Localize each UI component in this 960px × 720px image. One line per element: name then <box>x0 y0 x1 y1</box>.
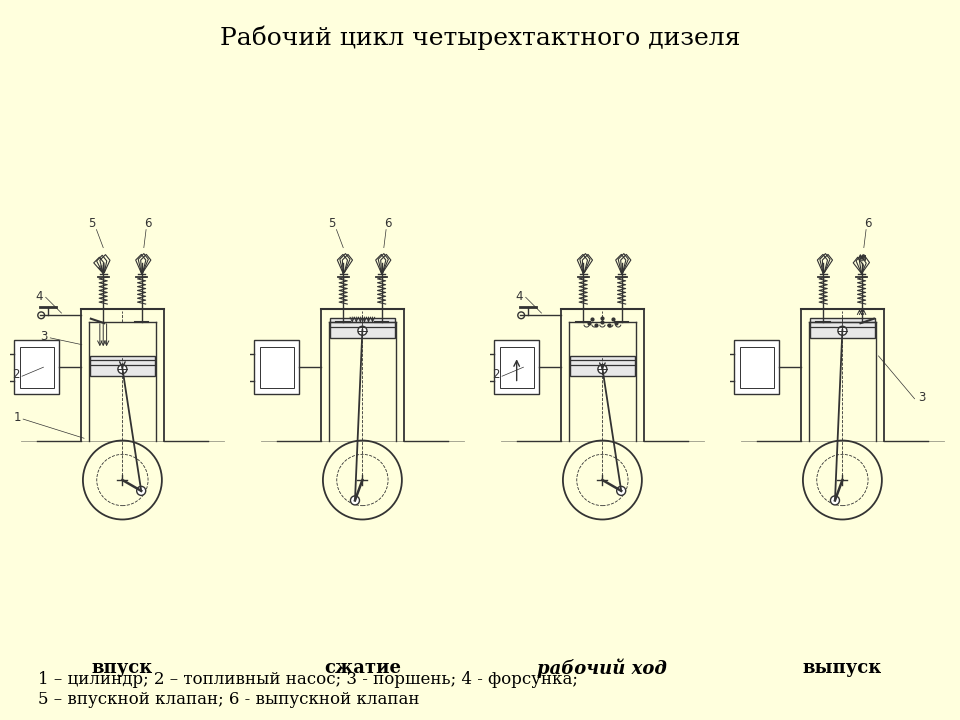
Text: 6: 6 <box>865 217 872 230</box>
Text: 5: 5 <box>88 217 96 230</box>
Bar <box>569 356 636 377</box>
Bar <box>14 340 60 395</box>
Circle shape <box>136 486 146 495</box>
Text: 5: 5 <box>328 217 336 230</box>
Bar <box>329 318 396 338</box>
Bar <box>89 356 156 377</box>
Text: рабочий ход: рабочий ход <box>538 659 667 678</box>
Text: 1: 1 <box>13 411 21 424</box>
Text: впуск: впуск <box>92 659 153 677</box>
Text: 4: 4 <box>36 289 42 302</box>
Text: 4: 4 <box>516 289 522 302</box>
Circle shape <box>350 496 359 505</box>
Circle shape <box>118 364 127 374</box>
Bar <box>809 318 876 338</box>
Bar <box>254 340 300 395</box>
Text: 5 – впускной клапан; 6 - выпускной клапан: 5 – впускной клапан; 6 - выпускной клапа… <box>38 691 420 708</box>
Text: сжатие: сжатие <box>324 659 401 677</box>
Text: 1 – цилиндр; 2 – топливный насос; 3 - поршень; 4 - форсунка;: 1 – цилиндр; 2 – топливный насос; 3 - по… <box>38 671 578 688</box>
Bar <box>500 347 534 387</box>
Bar <box>20 347 54 387</box>
Text: 2: 2 <box>492 369 500 382</box>
Text: 3: 3 <box>39 330 47 343</box>
Bar <box>494 340 540 395</box>
Text: Рабочий цикл четырехтактного дизеля: Рабочий цикл четырехтактного дизеля <box>220 25 740 50</box>
Bar <box>260 347 294 387</box>
Circle shape <box>616 486 626 495</box>
Text: 6: 6 <box>145 217 152 230</box>
Circle shape <box>830 496 839 505</box>
Bar <box>734 340 780 395</box>
Circle shape <box>358 326 367 336</box>
Circle shape <box>598 364 607 374</box>
Text: выпуск: выпуск <box>803 659 882 677</box>
Circle shape <box>838 326 847 336</box>
Text: 3: 3 <box>918 391 925 404</box>
Bar <box>740 347 774 387</box>
Text: 6: 6 <box>385 217 392 230</box>
Text: 2: 2 <box>12 369 20 382</box>
